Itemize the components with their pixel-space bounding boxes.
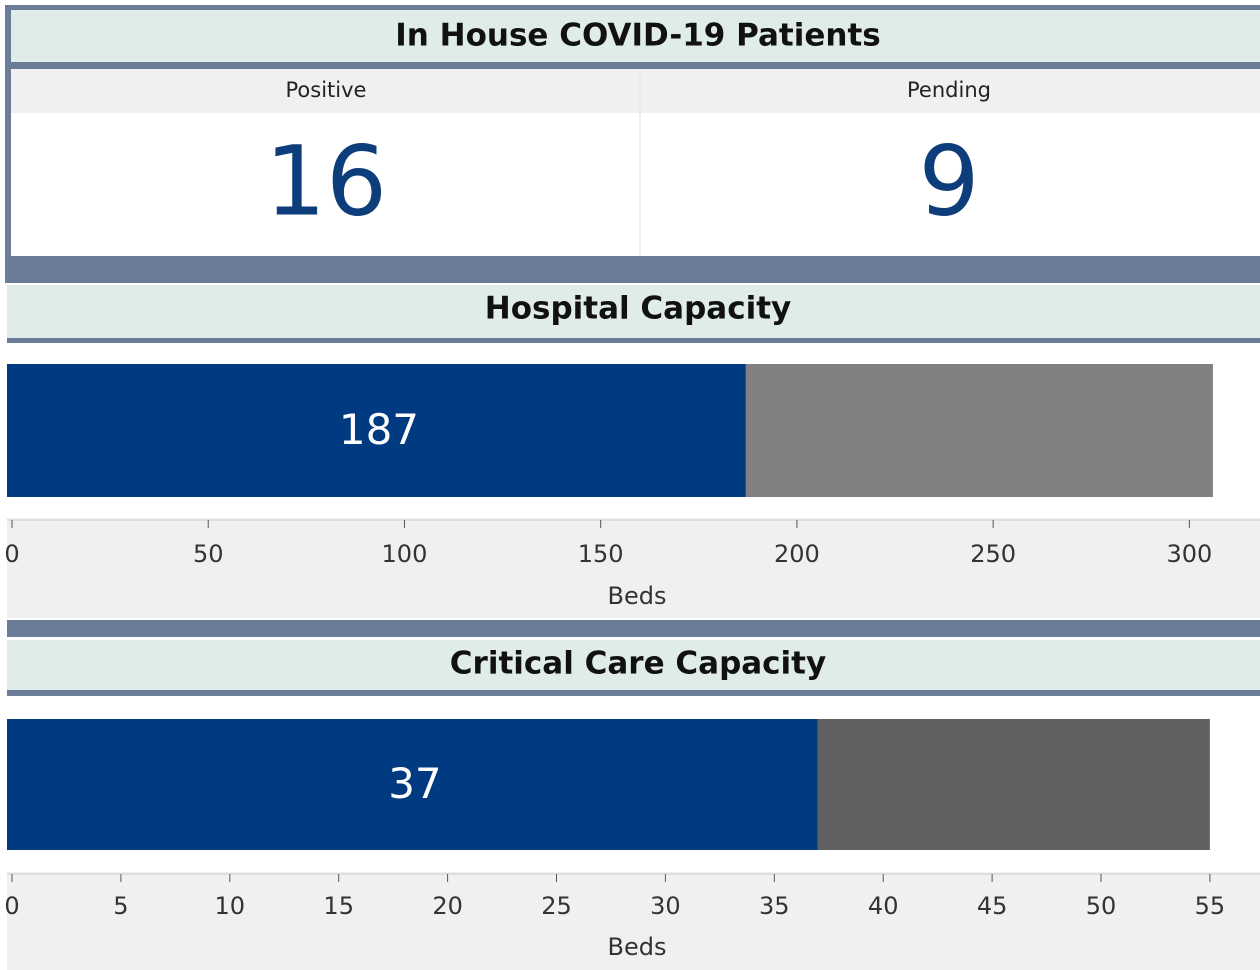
bar-segment — [817, 719, 1210, 850]
x-tick-label: 25 — [541, 892, 572, 920]
bar-segment — [7, 364, 746, 497]
x-tick-label: 250 — [970, 540, 1016, 568]
x-tick-label: 50 — [1086, 892, 1117, 920]
x-tick-label: 45 — [977, 892, 1008, 920]
title-band — [11, 10, 1260, 62]
x-tick-label: 30 — [650, 892, 681, 920]
x-tick-label: 10 — [215, 892, 246, 920]
title-band — [7, 640, 1260, 690]
x-tick-label: 0 — [4, 540, 19, 568]
axis-area — [7, 872, 1260, 970]
column-header: Positive — [286, 78, 367, 102]
bar-segment — [745, 364, 1213, 497]
x-tick-label: 40 — [868, 892, 899, 920]
x-tick-label: 200 — [774, 540, 820, 568]
x-tick-label: 35 — [759, 892, 790, 920]
x-tick-label: 300 — [1166, 540, 1212, 568]
separator — [7, 620, 1260, 637]
title-band — [7, 285, 1260, 338]
x-tick-label: 100 — [382, 540, 428, 568]
separator — [7, 338, 1260, 343]
bar-segment — [7, 719, 818, 850]
x-tick-label: 55 — [1195, 892, 1226, 920]
chart-title: Hospital Capacity — [485, 291, 791, 327]
kpi-value: 16 — [265, 125, 387, 237]
x-tick-label: 50 — [193, 540, 224, 568]
column-header: Pending — [907, 78, 991, 102]
x-tick-label: 15 — [323, 892, 354, 920]
x-tick-label: 0 — [4, 892, 19, 920]
axis-area — [7, 518, 1260, 618]
axis-label: Beds — [608, 582, 667, 610]
x-tick-label: 5 — [113, 892, 128, 920]
data-label: 37 — [388, 759, 441, 808]
axis-label: Beds — [608, 933, 667, 961]
separator — [7, 690, 1260, 696]
value-row — [11, 113, 1260, 256]
kpi-value: 9 — [918, 125, 979, 237]
x-tick-label: 20 — [432, 892, 463, 920]
chart-title: Critical Care Capacity — [450, 646, 826, 682]
panel-title: In House COVID-19 Patients — [395, 18, 881, 54]
data-label: 187 — [339, 405, 419, 454]
x-tick-label: 150 — [578, 540, 624, 568]
header-row — [11, 69, 1260, 113]
